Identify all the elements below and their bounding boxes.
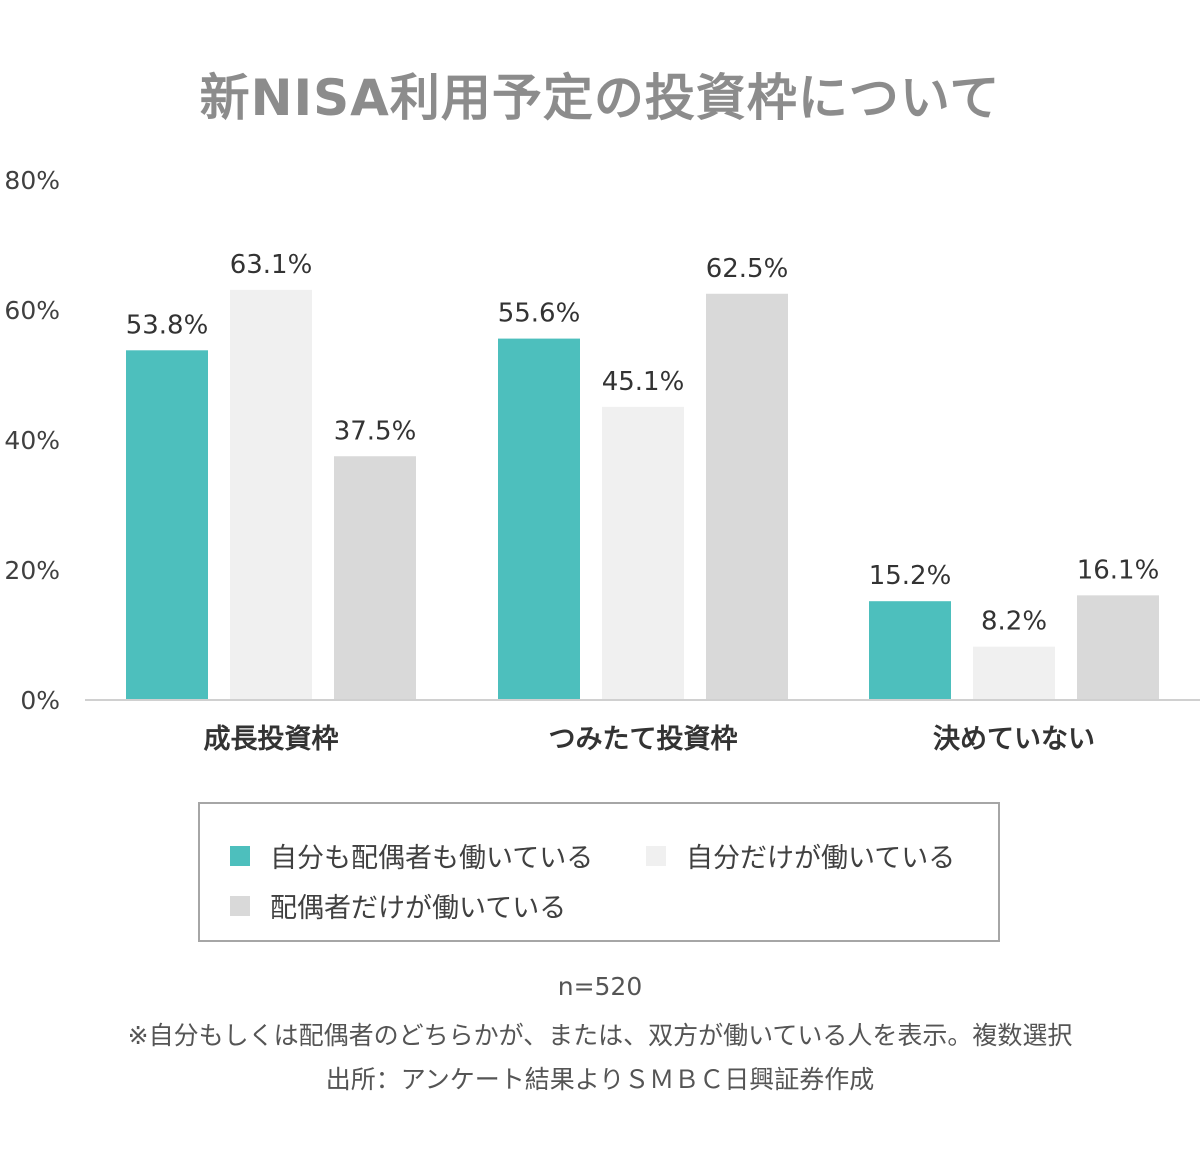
footnote: ※自分もしくは配偶者のどちらかが、または、双方が働いている人を表示。複数選択 bbox=[127, 1021, 1073, 1050]
legend-item-spouse: 配偶者だけが働いている bbox=[230, 886, 566, 925]
bar bbox=[706, 293, 788, 700]
x-category-label: つみたて投資枠 bbox=[549, 724, 738, 755]
legend-swatch-spouse bbox=[230, 895, 250, 916]
bar bbox=[973, 646, 1055, 700]
bar-chart: 0% 20% 40% 60% 80% 53.8% 55.6% 15.2% 63.1% 45.1%… bbox=[4, 166, 1200, 755]
legend-swatch-both bbox=[230, 845, 250, 866]
legend-label-self: 自分だけが働いている bbox=[686, 843, 956, 874]
x-axis-labels: 成長投資枠 つみたて投資枠 決めていない bbox=[204, 724, 1096, 755]
data-label: 8.2% bbox=[981, 607, 1047, 637]
bar bbox=[602, 406, 684, 700]
chart-title: 新NISA利用予定の投資枠について bbox=[199, 69, 1001, 127]
y-tick-label: 40% bbox=[4, 426, 60, 455]
data-label: 63.1% bbox=[230, 250, 313, 280]
y-tick-label: 0% bbox=[20, 686, 60, 715]
y-tick-label: 80% bbox=[4, 166, 60, 195]
bars bbox=[126, 289, 1159, 700]
legend-label-spouse: 配偶者だけが働いている bbox=[270, 893, 567, 924]
legend-label-both: 自分も配偶者も働いている bbox=[270, 843, 594, 874]
bar bbox=[1077, 595, 1159, 700]
legend: 自分も配偶者も働いている 自分だけが働いている 配偶者だけが働いている bbox=[198, 802, 1000, 942]
data-label: 37.5% bbox=[334, 416, 417, 446]
bar bbox=[126, 350, 208, 700]
data-label: 16.1% bbox=[1077, 555, 1160, 585]
legend-swatch-self bbox=[646, 845, 666, 866]
bar bbox=[498, 338, 580, 700]
legend-item-self: 自分だけが働いている bbox=[646, 836, 955, 875]
y-tick-label: 60% bbox=[4, 296, 60, 325]
x-category-label: 成長投資枠 bbox=[204, 724, 339, 755]
y-tick-label: 20% bbox=[4, 556, 60, 585]
bar bbox=[334, 456, 416, 700]
data-label: 62.5% bbox=[706, 254, 789, 284]
data-label: 45.1% bbox=[602, 367, 685, 397]
legend-item-both: 自分も配偶者も働いている bbox=[230, 836, 593, 875]
x-category-label: 決めていない bbox=[933, 724, 1095, 755]
source-note: 出所：アンケート結果よりＳＭＢＣ日興証券作成 bbox=[325, 1065, 875, 1094]
data-label: 15.2% bbox=[869, 561, 952, 591]
bar bbox=[869, 601, 951, 700]
y-axis-ticks: 0% 20% 40% 60% 80% bbox=[4, 166, 60, 715]
data-label: 55.6% bbox=[498, 299, 581, 329]
bar bbox=[230, 289, 312, 700]
data-label: 53.8% bbox=[126, 310, 209, 340]
data-labels: 53.8% 55.6% 15.2% 63.1% 45.1% 8.2% 37.5% 62.5% 1… bbox=[126, 250, 1160, 637]
sample-size: n=520 bbox=[557, 972, 643, 1001]
